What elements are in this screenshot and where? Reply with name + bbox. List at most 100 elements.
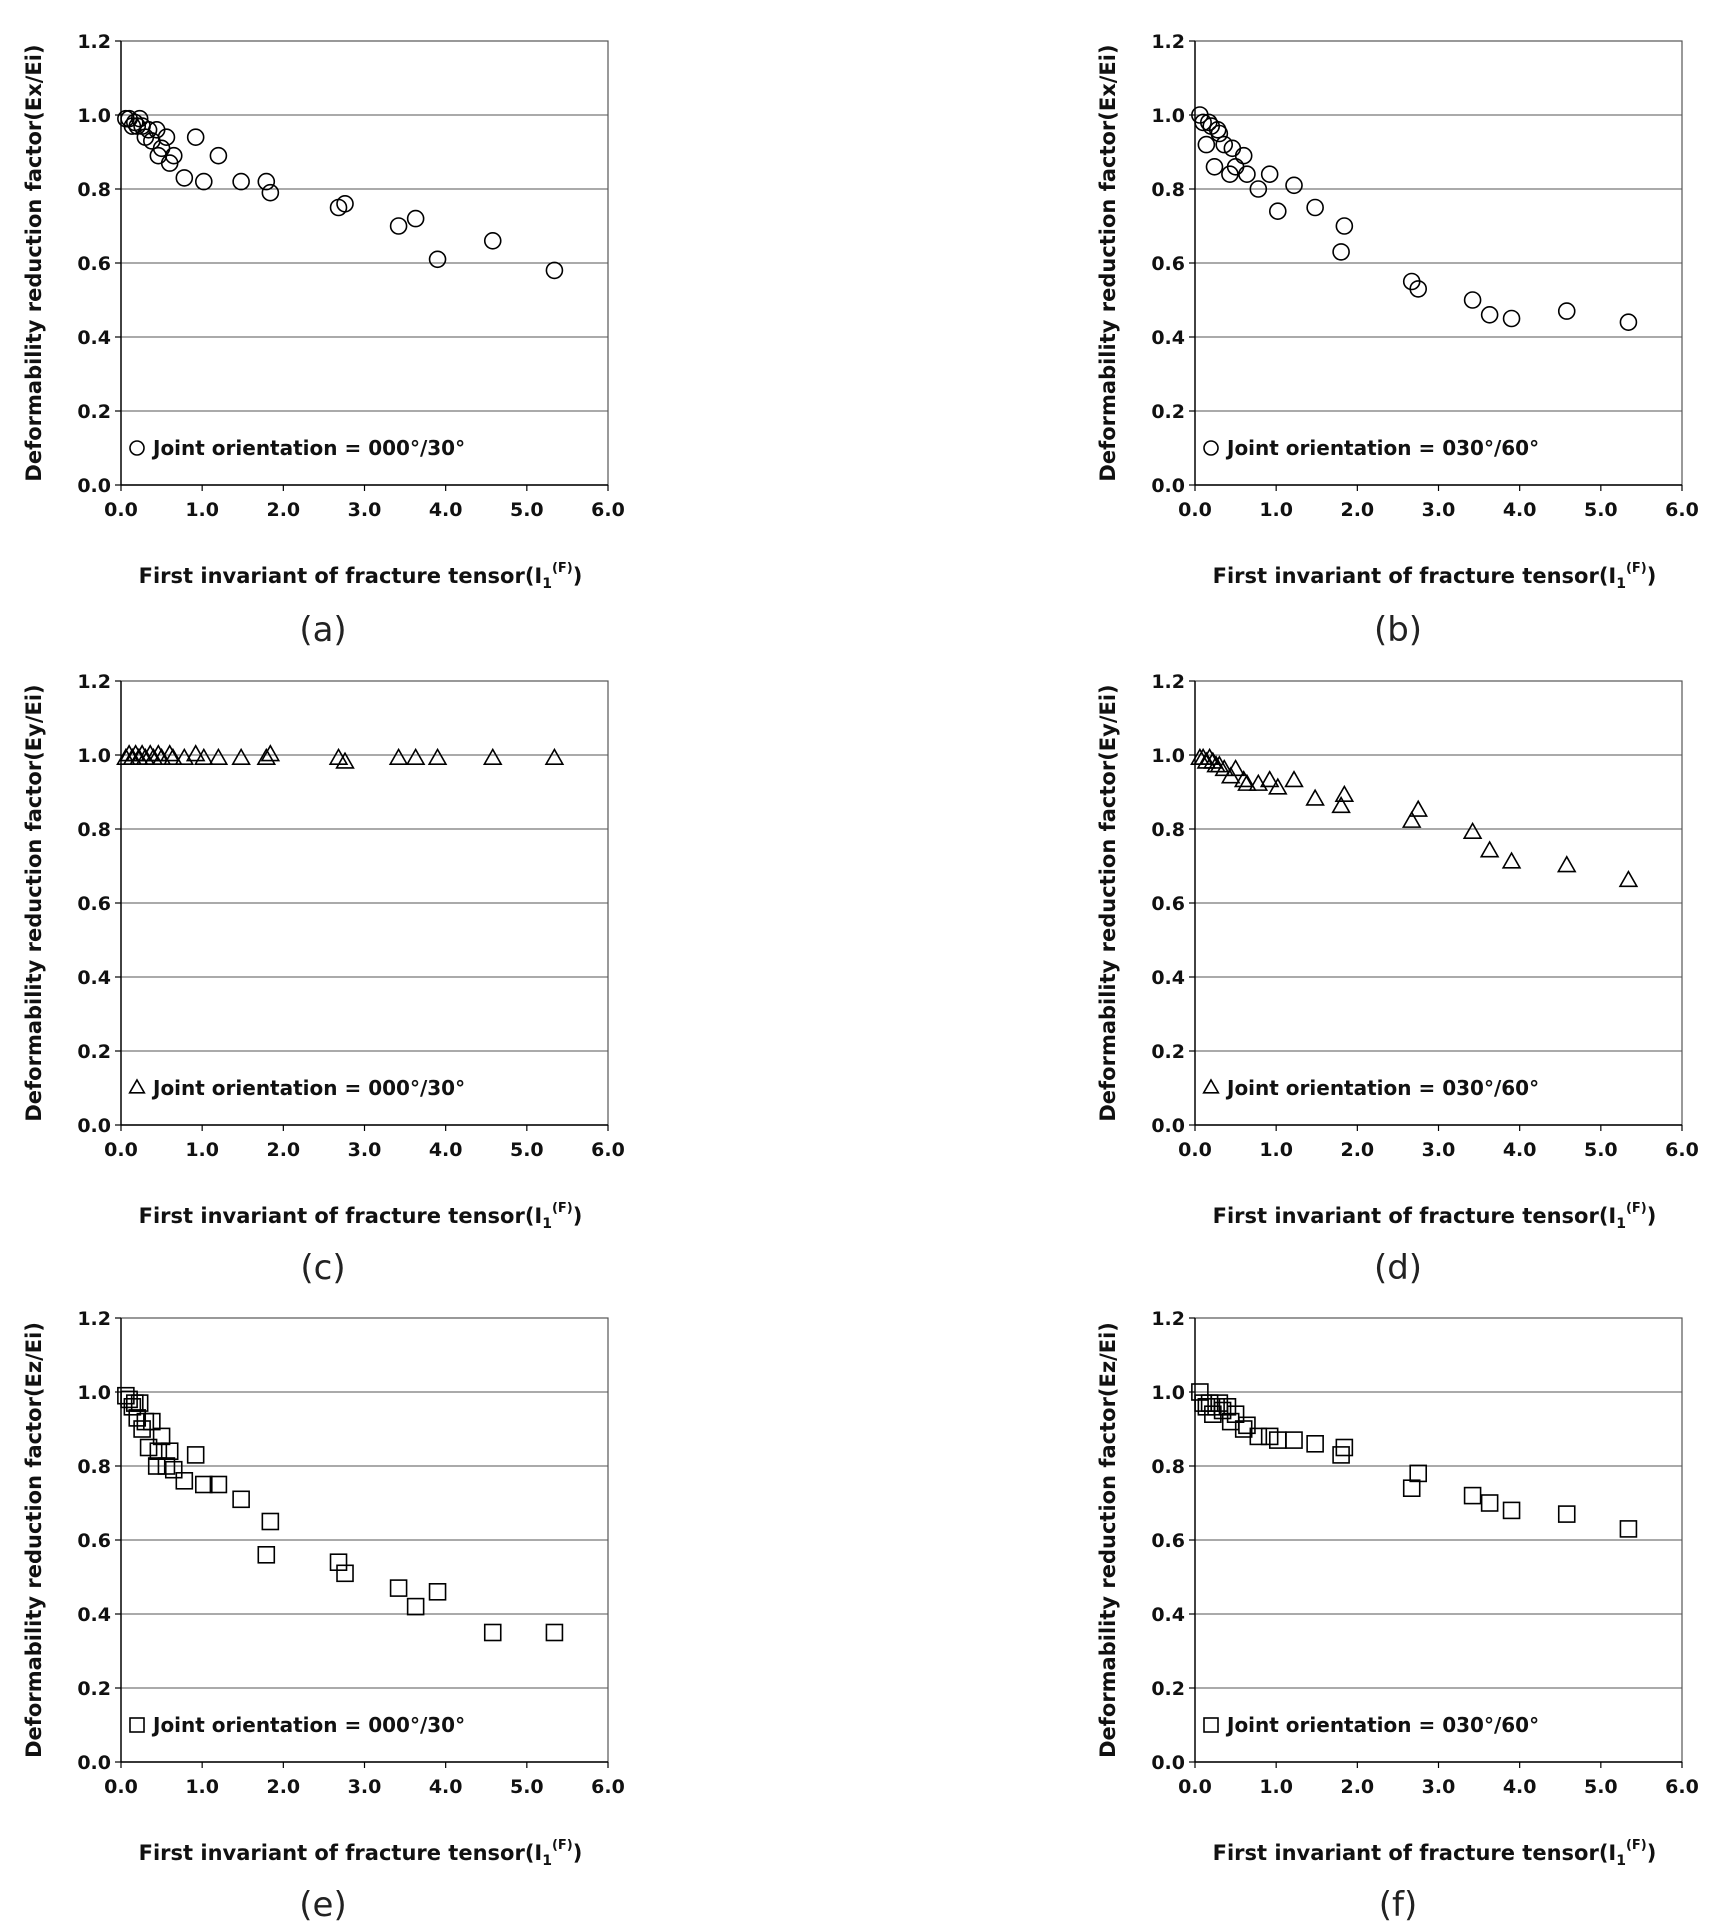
data-point <box>1191 1383 1209 1401</box>
data-point <box>483 232 502 250</box>
data-point <box>1479 840 1500 858</box>
data-point <box>1225 758 1246 777</box>
data-point <box>389 217 408 235</box>
y-tick-label: 0.2 <box>77 401 111 423</box>
data-point <box>336 1564 354 1583</box>
data-point <box>208 747 229 766</box>
y-tick-label: 0.6 <box>1151 253 1185 275</box>
data-point <box>1619 313 1638 332</box>
legend-marker-square <box>129 1717 145 1733</box>
y-tick-label: 0.8 <box>1151 1456 1185 1478</box>
y-axis-label: Deformability reduction factor(Ez/Ei) <box>22 1322 46 1758</box>
data-point <box>1618 869 1639 888</box>
y-tick-label: 0.8 <box>77 1456 111 1478</box>
y-tick-label: 0.8 <box>77 819 111 841</box>
data-point <box>1249 180 1268 198</box>
data-point <box>151 747 172 766</box>
data-point <box>1502 309 1521 328</box>
x-tick-label: 6.0 <box>1665 499 1699 521</box>
y-tick-label: 0.2 <box>1151 401 1185 423</box>
y-tick-label: 1.2 <box>1151 671 1185 693</box>
x-tick-label: 5.0 <box>1584 499 1618 521</box>
data-point <box>1284 770 1304 788</box>
x-tick-label: 0.0 <box>1178 1776 1212 1798</box>
data-point <box>209 1475 228 1494</box>
y-tick-label: 0.0 <box>1151 1115 1185 1137</box>
legend-label: Joint orientation = 030°/60° <box>1225 436 1539 460</box>
legend-label: Joint orientation = 000°/30° <box>151 1076 465 1100</box>
caption-f: (f) <box>1378 1885 1418 1925</box>
data-point <box>143 1412 161 1431</box>
data-point <box>149 1442 168 1460</box>
x-tick-label: 3.0 <box>348 1776 382 1798</box>
x-axis-label: First invariant of fracture tensor(I1(F)… <box>139 1838 583 1869</box>
x-tick-label: 4.0 <box>1503 1139 1537 1161</box>
data-point <box>209 146 228 165</box>
x-tick-label: 2.0 <box>1340 499 1374 521</box>
data-point <box>336 195 354 213</box>
legend-marker-triangle <box>128 1078 146 1094</box>
x-tick-label: 6.0 <box>1665 1776 1699 1798</box>
data-point <box>1237 773 1257 791</box>
y-tick-label: 0.0 <box>1151 1752 1185 1774</box>
data-point <box>1335 1438 1354 1457</box>
data-point <box>406 1597 425 1616</box>
data-point <box>139 1438 158 1457</box>
data-point <box>1234 146 1253 165</box>
x-tick-label: 3.0 <box>1422 1776 1456 1798</box>
data-point <box>329 1553 348 1571</box>
y-tick-label: 1.0 <box>77 1382 111 1404</box>
y-tick-label: 1.2 <box>1151 1308 1185 1330</box>
data-point <box>328 747 349 766</box>
data-point <box>1306 1435 1324 1453</box>
data-point <box>1214 758 1234 777</box>
data-point <box>1619 1520 1638 1538</box>
data-point <box>427 747 448 766</box>
data-point <box>261 183 280 202</box>
y-tick-label: 1.2 <box>77 1308 111 1330</box>
data-point <box>1401 810 1422 828</box>
legend-label: Joint orientation = 030°/60° <box>1225 1076 1539 1100</box>
x-tick-label: 0.0 <box>104 1139 138 1161</box>
x-tick-label: 6.0 <box>591 499 625 521</box>
y-tick-label: 0.6 <box>1151 893 1185 915</box>
y-tick-label: 0.4 <box>1151 327 1185 349</box>
x-tick-label: 0.0 <box>1178 499 1212 521</box>
x-tick-label: 0.0 <box>1178 1139 1212 1161</box>
chart-panel-b: 0.0 0.2 0.4 0.6 0.8 1.0 1.2 0.0 1.0 2.0 3.0 4.0 5.0 6… <box>1096 31 1699 592</box>
x-tick-label: 4.0 <box>429 499 463 521</box>
data-point <box>186 1446 205 1464</box>
data-point <box>139 121 158 139</box>
data-point <box>1268 777 1288 795</box>
x-tick-label: 1.0 <box>185 1776 219 1798</box>
y-tick-label: 0.8 <box>1151 819 1185 841</box>
y-tick-label: 1.0 <box>1151 1382 1185 1404</box>
data-point <box>544 747 565 766</box>
caption-a: (a) <box>299 610 347 650</box>
data-point <box>164 1460 183 1479</box>
data-point <box>1268 202 1287 220</box>
data-point <box>256 747 277 766</box>
y-tick-label: 1.2 <box>1151 31 1185 53</box>
data-point <box>1480 1494 1499 1512</box>
y-tick-label: 0.2 <box>1151 1041 1185 1063</box>
x-tick-label: 5.0 <box>510 1139 544 1161</box>
legend-label: Joint orientation = 000°/30° <box>151 436 465 460</box>
x-axis-label: First invariant of fracture tensor(I1(F)… <box>1213 1201 1657 1232</box>
data-point <box>1463 1486 1482 1505</box>
y-tick-label: 0.4 <box>77 967 111 989</box>
data-point <box>1199 747 1220 766</box>
data-point <box>1409 1464 1428 1483</box>
data-point <box>1285 1431 1303 1449</box>
data-point <box>1210 124 1229 143</box>
y-axis-label: Deformability reduction factor(Ex/Ei) <box>22 44 46 481</box>
y-tick-label: 1.0 <box>1151 745 1185 767</box>
data-point <box>388 747 409 766</box>
x-tick-label: 1.0 <box>1259 1776 1293 1798</box>
data-point <box>159 744 180 762</box>
x-tick-label: 4.0 <box>1503 499 1537 521</box>
y-tick-label: 1.0 <box>1151 105 1185 127</box>
legend-marker-circle <box>129 440 145 456</box>
data-point <box>1249 1427 1268 1446</box>
